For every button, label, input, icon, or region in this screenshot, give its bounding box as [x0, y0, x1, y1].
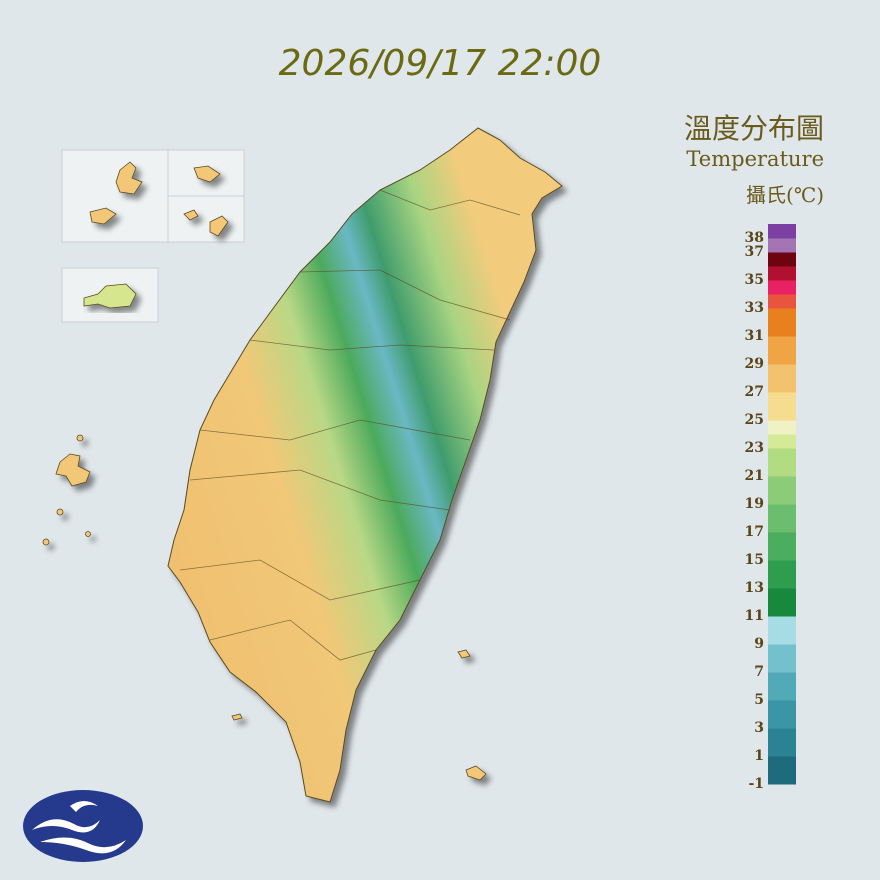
legend-title: 溫度分布圖	[684, 112, 824, 145]
color-step	[768, 588, 796, 603]
color-step	[768, 728, 796, 743]
legend-label: 23	[745, 440, 764, 456]
color-step	[768, 294, 796, 309]
color-step	[768, 252, 796, 267]
color-step	[768, 322, 796, 337]
color-step	[768, 532, 796, 547]
color-step	[768, 378, 796, 393]
legend-label: 31	[745, 328, 764, 344]
islands	[42, 434, 487, 781]
color-step	[768, 266, 796, 281]
color-step	[768, 224, 796, 239]
legend-label: 11	[745, 608, 764, 624]
color-step	[768, 630, 796, 645]
color-step	[768, 658, 796, 673]
legend-label: 25	[745, 412, 764, 428]
taiwan-island	[167, 127, 563, 803]
color-step	[768, 308, 796, 323]
color-step	[768, 490, 796, 505]
legend-label: 21	[745, 468, 764, 484]
color-step	[768, 686, 796, 701]
color-step	[768, 756, 796, 771]
color-step	[768, 476, 796, 491]
legend-label: 3	[754, 720, 764, 736]
color-step	[768, 364, 796, 379]
color-step	[768, 672, 796, 687]
legend-label: 9	[754, 636, 764, 652]
color-step	[768, 602, 796, 617]
cwa-logo	[23, 790, 143, 862]
color-step	[768, 434, 796, 449]
legend-label: 15	[745, 552, 764, 568]
color-step	[768, 448, 796, 463]
color-step	[768, 616, 796, 631]
legend-label: 29	[745, 356, 764, 372]
legend-label: 13	[745, 580, 764, 596]
legend-label: 1	[754, 748, 764, 764]
map-title: 2026/09/17 22:00	[279, 43, 602, 84]
county-borders	[179, 189, 521, 661]
color-step	[768, 392, 796, 407]
legend-label: 38	[745, 230, 764, 246]
color-step	[768, 336, 796, 351]
legend-label: 37	[745, 244, 764, 260]
color-step	[768, 238, 796, 253]
color-step	[768, 742, 796, 757]
legend-label: 35	[745, 272, 764, 288]
legend-label: 17	[745, 524, 764, 540]
color-step	[768, 504, 796, 519]
color-step	[768, 420, 796, 435]
color-step	[768, 574, 796, 589]
legend-label: 19	[745, 496, 764, 512]
color-step	[768, 518, 796, 533]
color-step	[768, 462, 796, 477]
legend-label: 27	[745, 384, 764, 400]
legend-label: 33	[745, 300, 764, 316]
legend-label: 7	[754, 664, 764, 680]
color-step	[768, 350, 796, 365]
color-step	[768, 644, 796, 659]
color-step	[768, 546, 796, 561]
color-step	[768, 700, 796, 715]
color-step	[768, 770, 796, 785]
legend-subtitle: Temperature	[686, 147, 824, 171]
legend-unit: 攝氏(℃)	[746, 183, 824, 207]
inset-boxes	[61, 149, 245, 323]
legend-label: -1	[748, 776, 764, 792]
legend-label: 5	[754, 692, 764, 708]
color-step	[768, 406, 796, 421]
color-step	[768, 714, 796, 729]
color-step	[768, 280, 796, 295]
color-step	[768, 560, 796, 575]
